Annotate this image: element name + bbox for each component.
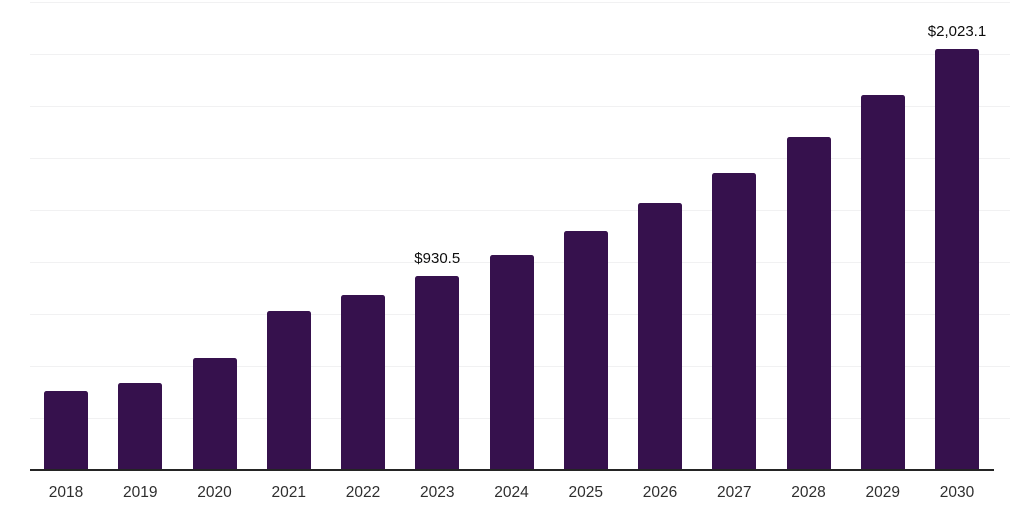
bar-2028 bbox=[786, 136, 831, 470]
bar-2022 bbox=[341, 294, 385, 470]
x-tick-2029: 2029 bbox=[865, 484, 900, 501]
bar-2027 bbox=[712, 173, 757, 470]
x-tick-2025: 2025 bbox=[568, 484, 603, 501]
x-tick-2021: 2021 bbox=[271, 484, 306, 501]
gridline bbox=[30, 210, 1010, 211]
x-tick-2026: 2026 bbox=[642, 484, 678, 501]
x-tick-2023: 2023 bbox=[420, 484, 455, 501]
gridline bbox=[30, 54, 1010, 55]
bar-2030 bbox=[935, 49, 979, 470]
bar-2029 bbox=[860, 95, 905, 470]
bar-2019 bbox=[118, 382, 163, 470]
x-tick-2028: 2028 bbox=[791, 484, 826, 501]
x-tick-2018: 2018 bbox=[48, 484, 84, 501]
x-tick-2020: 2020 bbox=[197, 484, 232, 501]
gridline bbox=[30, 158, 1010, 159]
bar-2020 bbox=[192, 358, 237, 470]
x-tick-2024: 2024 bbox=[494, 484, 529, 501]
bar-2023 bbox=[415, 276, 460, 470]
gridline bbox=[30, 106, 1010, 107]
bar-2026 bbox=[638, 203, 682, 470]
gridline bbox=[30, 2, 1010, 3]
x-axis-line bbox=[30, 469, 994, 471]
x-tick-2022: 2022 bbox=[345, 484, 381, 501]
value-label-2030: $2,023.1 bbox=[927, 23, 987, 41]
bar-2018 bbox=[44, 391, 88, 470]
bar-2025 bbox=[563, 231, 608, 470]
value-label-2023: $930.5 bbox=[414, 250, 461, 268]
bar-2021 bbox=[266, 311, 311, 470]
x-tick-2027: 2027 bbox=[717, 484, 752, 501]
x-tick-2030: 2030 bbox=[939, 484, 975, 501]
bar-2024 bbox=[489, 254, 534, 470]
x-tick-2019: 2019 bbox=[123, 484, 158, 501]
